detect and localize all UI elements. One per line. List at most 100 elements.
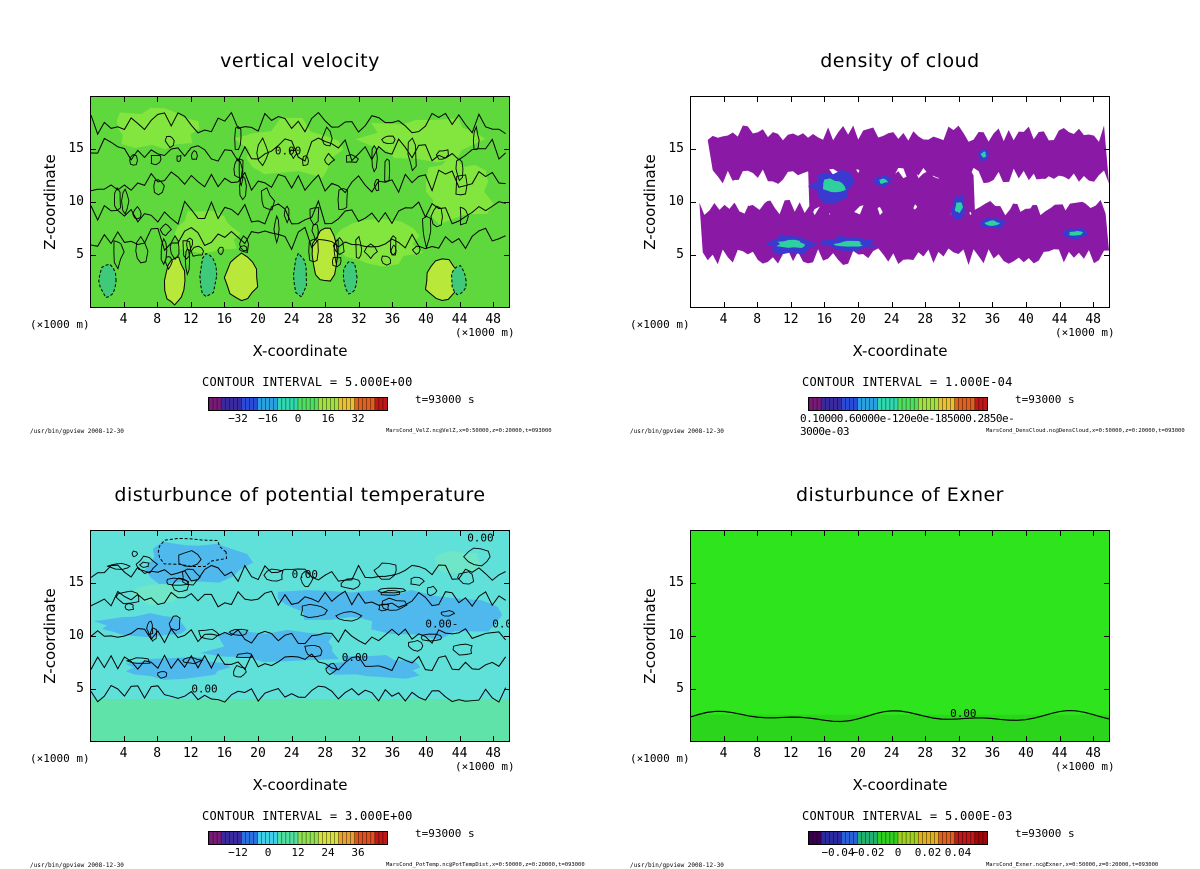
x-axis-label: X-coordinate [852, 776, 948, 794]
x-tick-label: 20 [850, 746, 866, 761]
x-tick-mark [992, 96, 994, 102]
y-tick-mark [504, 689, 510, 690]
colorbar-swatch [354, 398, 359, 410]
contour-cell [430, 205, 443, 228]
colorbar-swatch [982, 398, 987, 410]
contour-cell [182, 657, 204, 665]
x-tick-mark [190, 96, 192, 102]
colorbar-swatch [962, 398, 968, 410]
footer-right: MarsCond_DensCloud.nc@DensCloud,x=0:5000… [986, 428, 1185, 434]
contour-cell [138, 561, 150, 568]
x-tick-mark [891, 96, 893, 102]
x-tick-label: 40 [418, 746, 434, 761]
x-tick-label: 12 [182, 746, 199, 761]
contour-cell [198, 628, 220, 640]
y-tick-mark [690, 636, 696, 637]
colorbar-swatch [861, 398, 866, 410]
contour-cell [311, 223, 319, 241]
y-tick-label: 10 [668, 628, 684, 643]
contour-cell [325, 662, 338, 676]
contour-cell [283, 205, 290, 224]
x-tick-mark [1093, 530, 1095, 536]
contour-label: 0.00 [275, 145, 301, 158]
x-tick-mark [325, 736, 327, 742]
contour-cell [129, 154, 138, 166]
contour-line [91, 590, 506, 608]
colorbar-swatch [865, 832, 870, 844]
contour-cell [426, 585, 438, 597]
colorbar-swatch [306, 832, 311, 844]
y-tick-mark [1104, 149, 1110, 150]
x-tick-label: 44 [1051, 746, 1068, 761]
updraft-core [223, 252, 259, 302]
field-plot [691, 97, 1109, 307]
colorbar-tick-label: 16 [321, 412, 335, 425]
contour-cell [459, 206, 469, 226]
colorbar-tick-label: −32 [228, 412, 248, 425]
x-tick-mark [891, 530, 893, 536]
plot-area: 0.00 [690, 530, 1110, 742]
panel-exner: disturbunce of Exner 0.00 4 8 12 16 20 24 28 32 36… [600, 434, 1200, 869]
contour-cell [407, 137, 417, 172]
cloud-core-dense [980, 151, 987, 158]
contour-cell [346, 154, 359, 163]
colorbar-swatch [821, 398, 826, 410]
clear-gap [982, 178, 1107, 206]
x-tick-label: 40 [418, 312, 434, 327]
colorbar-swatch [970, 398, 976, 410]
colorbar-swatch [833, 832, 838, 844]
colorbar-tick-label: −0.04 [821, 846, 855, 859]
x-tick-mark [325, 96, 327, 102]
x-tick-mark [123, 530, 125, 536]
colorbar-swatch [229, 398, 234, 410]
x-tick-label: 28 [917, 746, 934, 761]
downdraft-core [342, 261, 358, 295]
contour-cell [106, 562, 131, 570]
colorbar-swatch [362, 398, 368, 410]
field-plot: 0.00 [91, 97, 509, 307]
x-tick-mark [1026, 302, 1027, 308]
colorbar-swatch [837, 398, 842, 410]
colorbar-swatch [966, 398, 972, 410]
colorbar-swatch [885, 832, 891, 844]
colorbar-swatch [809, 398, 814, 410]
colorbar-swatch [378, 832, 384, 844]
colorbar-swatch [910, 832, 915, 844]
x-tick-mark [723, 736, 725, 742]
colorbar-swatch [898, 832, 903, 844]
colorbar-swatch [241, 832, 246, 844]
plot-area: 0.00 [90, 96, 510, 308]
colorbar-swatch [978, 832, 984, 844]
colorbar-swatch [825, 832, 830, 844]
y-tick-mark [1104, 202, 1110, 203]
x-tick-label: 32 [350, 746, 367, 761]
colorbar-swatch [277, 398, 283, 410]
x-tick-label: 20 [250, 746, 266, 761]
contour-cell [302, 155, 309, 166]
colorbar-swatch [374, 398, 380, 410]
contour-cell [135, 235, 149, 264]
contour-label: 0.00 [492, 618, 509, 631]
contour-label: 0.00 [342, 651, 368, 664]
x-tick-label: 16 [816, 312, 833, 327]
colorbar-swatch [302, 832, 307, 844]
x-tick-mark [891, 736, 893, 742]
colorbar-swatch [841, 398, 846, 410]
contour-cell [235, 652, 253, 659]
colorbar-swatch [813, 832, 818, 844]
y-tick-mark [504, 636, 510, 637]
x-tick-mark [790, 736, 792, 742]
colorbar-swatch [314, 398, 319, 410]
x-tick-label: 48 [485, 312, 502, 327]
cloud-core-dense [1068, 231, 1084, 236]
x-tick-label: 28 [317, 746, 334, 761]
contour-cell [333, 239, 339, 264]
colorbar-swatch [245, 832, 250, 844]
velocity-patch [334, 218, 424, 267]
contour-cell [377, 587, 407, 594]
contour-cell [233, 157, 243, 180]
colorbar-swatch [342, 398, 347, 410]
colorbar-swatch [330, 832, 335, 844]
x-tick-mark [824, 96, 826, 102]
colorbar-swatch [918, 398, 923, 410]
